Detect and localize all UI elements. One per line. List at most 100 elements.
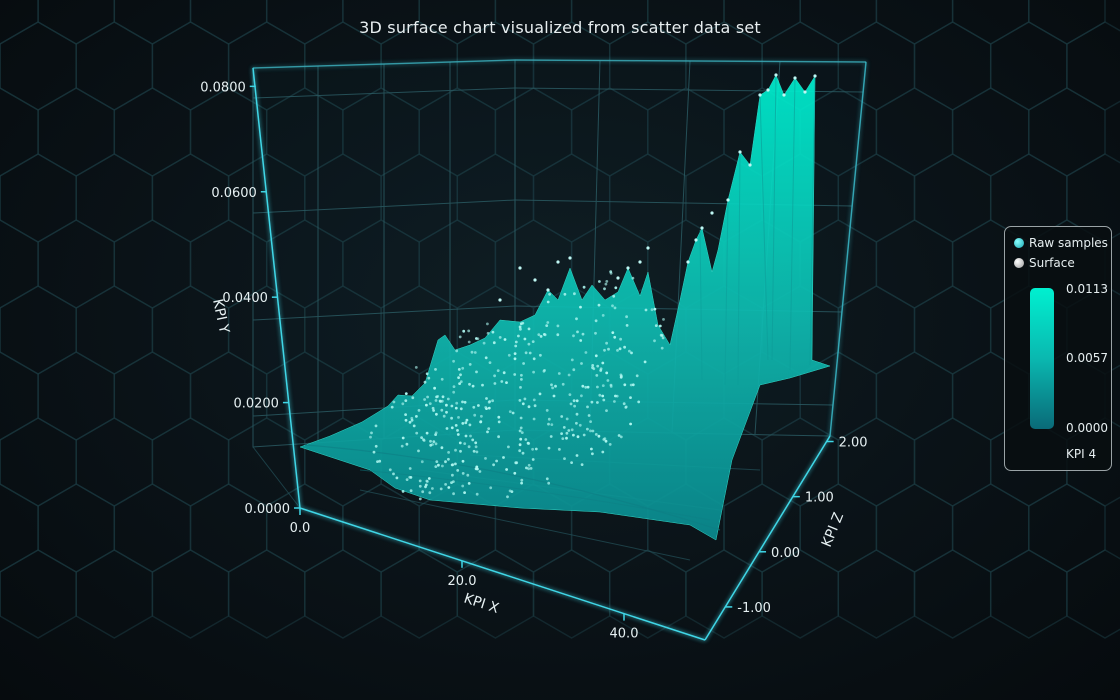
raw-sample-point	[616, 276, 620, 280]
raw-sample-point	[428, 402, 432, 405]
raw-sample-point	[472, 449, 476, 453]
raw-sample-point	[457, 368, 461, 371]
raw-sample-point	[609, 271, 613, 275]
raw-sample-point	[576, 330, 579, 334]
raw-sample-point	[487, 427, 491, 430]
raw-sample-point	[421, 490, 425, 494]
raw-sample-point	[506, 495, 509, 499]
raw-sample-point	[420, 436, 423, 439]
raw-sample-point	[461, 422, 465, 425]
raw-sample-point	[595, 374, 599, 377]
raw-sample-point	[474, 445, 478, 449]
surface-marker-icon	[1014, 258, 1024, 268]
raw-sample-point	[370, 431, 373, 435]
raw-sample-point	[452, 385, 456, 388]
raw-sample-point	[596, 364, 600, 368]
raw-samples-points[interactable]	[369, 73, 817, 501]
raw-sample-point	[404, 399, 408, 402]
x-tick-label: 20.0	[448, 574, 477, 589]
raw-sample-point	[450, 416, 453, 420]
raw-sample-point	[401, 436, 405, 440]
raw-sample-point	[491, 330, 495, 334]
raw-sample-point	[615, 394, 619, 398]
legend-item-surface[interactable]: Surface	[1014, 256, 1075, 270]
z-axis-title: KPI Z	[819, 510, 847, 549]
raw-sample-point	[532, 417, 536, 421]
raw-sample-point	[538, 392, 542, 396]
raw-sample-point	[597, 434, 601, 438]
raw-sample-point	[628, 349, 631, 353]
raw-sample-point	[575, 412, 579, 416]
raw-sample-point	[476, 467, 479, 471]
raw-sample-point	[510, 490, 514, 493]
raw-sample-point	[439, 487, 443, 491]
raw-sample-point	[475, 450, 479, 454]
raw-sample-point	[498, 336, 502, 339]
raw-sample-point	[521, 402, 525, 406]
raw-sample-point	[694, 238, 698, 242]
raw-sample-point	[463, 491, 466, 494]
raw-samples-marker-icon	[1014, 238, 1024, 248]
raw-sample-point	[486, 331, 490, 335]
raw-sample-point	[461, 472, 465, 475]
raw-sample-point	[467, 482, 471, 485]
raw-sample-point	[545, 477, 549, 481]
raw-sample-point	[586, 405, 589, 409]
raw-sample-point	[468, 363, 472, 366]
raw-sample-point	[495, 459, 498, 463]
raw-sample-point	[710, 211, 714, 215]
raw-sample-point	[662, 318, 665, 321]
raw-sample-point	[422, 439, 426, 442]
raw-sample-point	[491, 399, 494, 403]
raw-sample-point	[513, 352, 517, 355]
raw-sample-point	[498, 298, 502, 302]
raw-sample-point	[618, 347, 622, 351]
raw-sample-point	[457, 376, 460, 379]
raw-sample-point	[465, 418, 469, 422]
raw-sample-point	[590, 447, 593, 451]
raw-sample-point	[440, 399, 444, 403]
raw-sample-point	[589, 429, 592, 433]
raw-sample-point	[570, 358, 574, 362]
raw-sample-point	[444, 483, 447, 486]
raw-sample-point	[428, 491, 432, 495]
y-tick-label: 0.0800	[200, 80, 246, 95]
raw-sample-point	[531, 447, 534, 451]
raw-sample-point	[611, 331, 615, 334]
raw-sample-point	[513, 373, 517, 376]
raw-sample-point	[513, 357, 517, 361]
raw-sample-point	[738, 150, 742, 154]
raw-sample-point	[431, 406, 435, 410]
legend-label-surface: Surface	[1029, 256, 1075, 270]
raw-sample-point	[475, 370, 478, 374]
raw-sample-point	[525, 466, 528, 470]
raw-sample-point	[519, 426, 523, 430]
raw-sample-point	[445, 403, 448, 407]
raw-sample-point	[425, 479, 429, 483]
raw-sample-point	[793, 76, 797, 80]
raw-sample-point	[415, 431, 419, 435]
raw-sample-point	[569, 402, 573, 406]
raw-sample-point	[467, 445, 471, 449]
raw-sample-point	[580, 362, 583, 365]
raw-sample-point	[468, 382, 471, 386]
raw-sample-point	[520, 481, 523, 485]
raw-sample-point	[524, 438, 528, 441]
raw-sample-point	[609, 385, 613, 388]
raw-sample-point	[520, 373, 523, 377]
raw-sample-point	[561, 437, 565, 440]
z-tick-label: 1.00	[805, 491, 834, 506]
background-hex-cell	[1066, 549, 1120, 639]
raw-sample-point	[417, 409, 421, 412]
raw-sample-point	[748, 163, 752, 167]
raw-sample-point	[454, 462, 457, 466]
legend-item-raw-samples[interactable]: Raw samples	[1014, 236, 1108, 250]
surface-mesh[interactable]	[299, 74, 831, 541]
raw-sample-point	[471, 384, 475, 388]
raw-sample-point	[450, 481, 453, 484]
raw-sample-point	[532, 357, 536, 361]
raw-sample-point	[447, 451, 450, 454]
raw-sample-point	[604, 282, 608, 286]
raw-sample-point	[434, 431, 438, 435]
